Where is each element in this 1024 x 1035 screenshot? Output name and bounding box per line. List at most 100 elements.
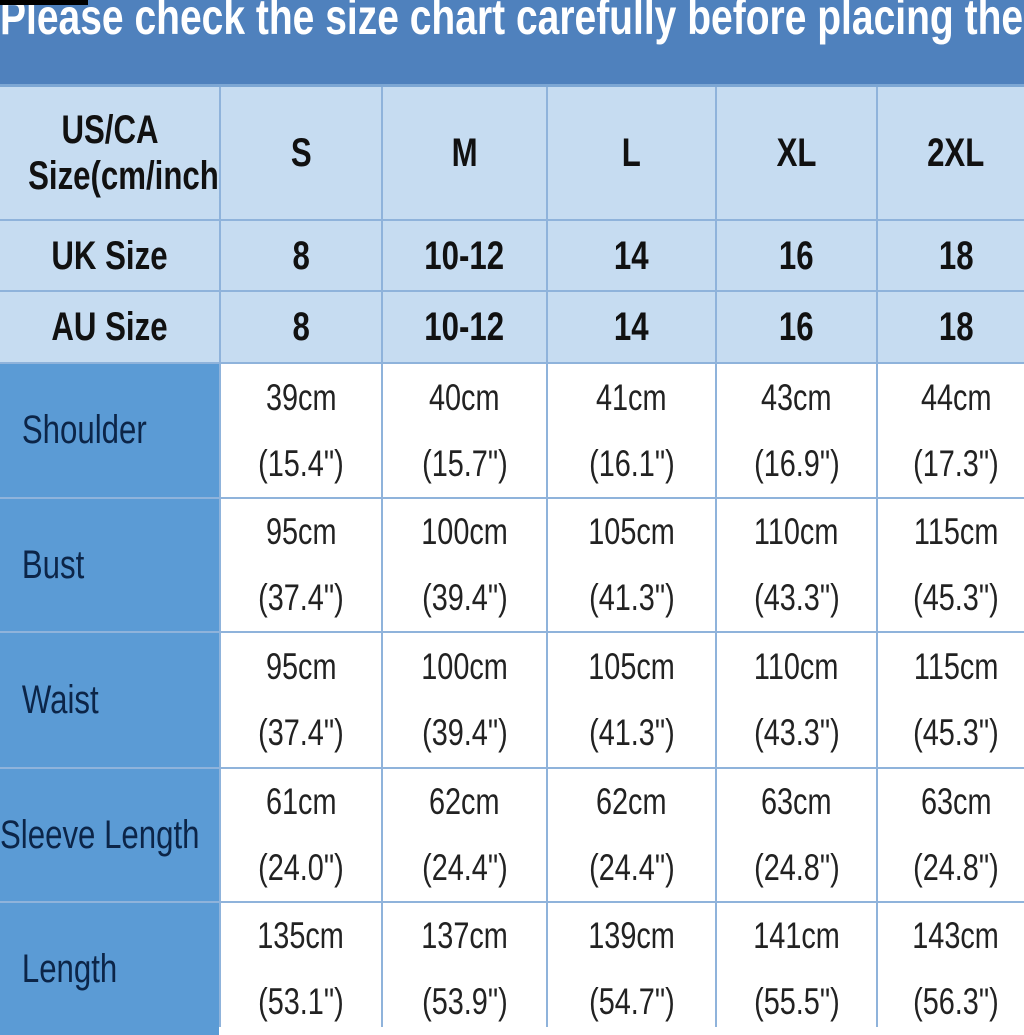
cm-value: 40cm xyxy=(429,376,500,418)
measurement-cell: 44cm (17.3") xyxy=(878,364,1024,497)
measurement-cell: 39cm (15.4") xyxy=(221,364,381,497)
cm-value: 44cm xyxy=(920,376,992,418)
cm-value: 105cm xyxy=(588,646,675,687)
measurement-cell: 63cm (24.8") xyxy=(878,769,1024,901)
row-label-text: Waist xyxy=(21,677,99,722)
cm-value: 63cm xyxy=(761,781,832,822)
measurement-cell: 43cm (16.9") xyxy=(717,364,876,497)
inch-value: (17.3") xyxy=(913,442,999,484)
size-chart-table: US/CA Size(cm/inch) S M L XL 2XL UK Size 8 10-12… xyxy=(0,84,1024,1035)
inch-value: (39.4") xyxy=(421,577,508,618)
measurement-cell: 143cm (56.3") xyxy=(878,903,1024,1035)
row-label-text: Length xyxy=(21,946,118,991)
inch-value: (24.8") xyxy=(753,847,840,888)
inch-value: (16.1") xyxy=(588,442,675,484)
inch-value: (45.3") xyxy=(913,712,999,753)
row-label-text: Sleeve Length xyxy=(0,812,200,857)
header-cell: 14 xyxy=(548,292,715,362)
cm-value: 141cm xyxy=(753,915,840,956)
measurement-cell: 137cm (53.9") xyxy=(383,903,546,1035)
header-cell: 18 xyxy=(878,292,1024,362)
measurement-cell: 139cm (54.7") xyxy=(548,903,715,1035)
header-value: M xyxy=(451,131,478,175)
cm-value: 110cm xyxy=(754,646,839,687)
cm-value: 100cm xyxy=(421,511,508,552)
header-cell: 18 xyxy=(878,221,1024,290)
measurement-cell: 135cm (53.1") xyxy=(221,903,381,1035)
cm-value: 95cm xyxy=(265,511,337,552)
measurement-cell: 63cm (24.8") xyxy=(717,769,876,901)
measurement-cell: 95cm (37.4") xyxy=(221,633,381,767)
header-cell: 2XL xyxy=(878,87,1024,219)
cm-value: 41cm xyxy=(596,376,667,418)
header-value: 18 xyxy=(938,305,974,349)
row-label: Shoulder xyxy=(0,364,219,497)
measurement-cell: 105cm (41.3") xyxy=(548,499,715,631)
banner-text: Please check the size chart carefully be… xyxy=(0,0,1024,45)
inch-value: (15.4") xyxy=(258,442,344,484)
cm-value: 137cm xyxy=(421,915,508,956)
header-label-text: UK Size xyxy=(51,233,168,278)
header-label: AU Size xyxy=(0,292,219,362)
header-label-text: AU Size xyxy=(51,305,168,349)
cm-value: 62cm xyxy=(429,781,500,822)
cm-value: 139cm xyxy=(588,915,675,956)
cm-value: 115cm xyxy=(913,646,999,687)
inch-value: (45.3") xyxy=(913,577,999,618)
inch-value: (54.7") xyxy=(588,981,675,1022)
header-value: L xyxy=(621,131,642,175)
inch-value: (39.4") xyxy=(421,712,508,753)
header-cell: S xyxy=(221,87,381,219)
inch-value: (53.1") xyxy=(258,981,344,1022)
header-label: UK Size xyxy=(0,221,219,290)
cm-value: 100cm xyxy=(421,646,508,687)
header-cell: 16 xyxy=(717,292,876,362)
measurement-cell: 115cm (45.3") xyxy=(878,499,1024,631)
inch-value: (15.7") xyxy=(421,442,508,484)
measurement-cell: 62cm (24.4") xyxy=(548,769,715,901)
header-cell: XL xyxy=(717,87,876,219)
measurement-cell: 95cm (37.4") xyxy=(221,499,381,631)
cm-value: 115cm xyxy=(913,511,999,552)
row-label: Length xyxy=(0,903,219,1035)
measurement-cell: 110cm (43.3") xyxy=(717,633,876,767)
header-cell: 8 xyxy=(221,221,381,290)
inch-value: (41.3") xyxy=(588,712,675,753)
cm-value: 62cm xyxy=(596,781,667,822)
inch-value: (24.4") xyxy=(588,847,675,888)
row-label: Sleeve Length xyxy=(0,769,219,901)
header-value: XL xyxy=(776,131,817,175)
header-value: 16 xyxy=(779,233,814,278)
inch-value: (43.3") xyxy=(753,577,840,618)
inch-value: (41.3") xyxy=(588,577,675,618)
row-label: Waist xyxy=(0,633,219,767)
measurement-cell: 61cm (24.0") xyxy=(221,769,381,901)
header-value: S xyxy=(290,131,312,175)
header-value: 14 xyxy=(614,305,649,349)
inch-value: (24.4") xyxy=(421,847,508,888)
measurement-cell: 62cm (24.4") xyxy=(383,769,546,901)
measurement-cell: 105cm (41.3") xyxy=(548,633,715,767)
header-cell: 16 xyxy=(717,221,876,290)
header-value: 16 xyxy=(779,305,814,349)
cm-value: 110cm xyxy=(754,511,839,552)
header-value: 2XL xyxy=(927,131,985,175)
top-black-bar xyxy=(0,0,88,5)
inch-value: (37.4") xyxy=(258,577,344,618)
measurement-cell: 110cm (43.3") xyxy=(717,499,876,631)
cm-value: 61cm xyxy=(265,781,337,822)
header-cell: 14 xyxy=(548,221,715,290)
cm-value: 63cm xyxy=(920,781,992,822)
cm-value: 105cm xyxy=(588,511,675,552)
header-value: 8 xyxy=(292,233,310,278)
inch-value: (24.0") xyxy=(258,847,344,888)
cm-value: 95cm xyxy=(265,646,337,687)
header-label: US/CA Size(cm/inch) xyxy=(0,87,219,219)
header-value: 10-12 xyxy=(424,233,505,278)
header-cell: L xyxy=(548,87,715,219)
header-cell: 8 xyxy=(221,292,381,362)
measurement-cell: 100cm (39.4") xyxy=(383,499,546,631)
header-value: 8 xyxy=(292,305,310,349)
inch-value: (37.4") xyxy=(258,712,344,753)
header-label-text: US/CA Size(cm/inch) xyxy=(27,108,219,198)
